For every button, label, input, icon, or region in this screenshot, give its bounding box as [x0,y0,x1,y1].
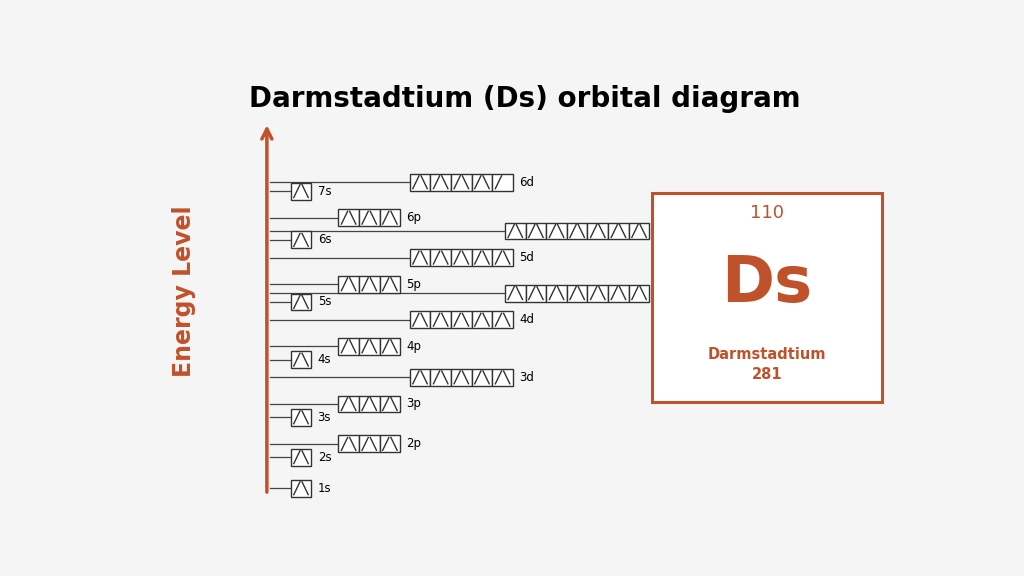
Bar [493,249,513,266]
Bar [380,276,400,293]
Bar [493,369,513,386]
Text: 110: 110 [750,204,783,222]
Bar [505,222,525,240]
Bar [567,285,588,301]
Bar [430,369,451,386]
Text: 5p: 5p [407,278,422,291]
Text: 2p: 2p [407,437,422,450]
Bar [629,222,649,240]
Text: 3d: 3d [519,371,535,384]
Text: 4f: 4f [655,287,668,300]
Text: Darmstadtium: Darmstadtium [708,347,826,362]
Bar [451,369,472,386]
Bar [546,222,567,240]
Bar [410,369,430,386]
Bar [472,311,493,328]
Bar [472,369,493,386]
Text: 4p: 4p [407,340,422,353]
Bar [567,222,588,240]
Bar [291,294,311,310]
Text: Energy Level: Energy Level [172,205,196,377]
Bar [291,480,311,497]
Text: 7s: 7s [317,184,332,198]
Bar [493,174,513,191]
Bar [338,209,359,226]
Bar [380,209,400,226]
Text: 6d: 6d [519,176,535,189]
Bar [451,249,472,266]
Bar [652,194,882,402]
Bar [451,311,472,328]
Bar [291,351,311,368]
Text: 6s: 6s [317,233,332,247]
Bar [380,435,400,452]
Text: 4s: 4s [317,353,332,366]
Text: 3p: 3p [407,397,422,411]
Text: 1s: 1s [317,482,332,495]
Text: 2s: 2s [317,450,332,464]
Bar [588,285,608,301]
Bar [588,222,608,240]
Bar [608,222,629,240]
Text: Ds: Ds [721,253,812,315]
Bar [380,338,400,355]
Bar [359,209,380,226]
Bar [291,183,311,199]
Text: 3s: 3s [317,411,331,424]
Text: 5s: 5s [317,295,331,309]
Text: 4d: 4d [519,313,535,326]
Bar [525,285,546,301]
Bar [359,276,380,293]
Bar [410,249,430,266]
Bar [430,249,451,266]
Bar [525,222,546,240]
Bar [430,311,451,328]
Text: 281: 281 [752,367,782,382]
Bar [430,174,451,191]
Text: 5f: 5f [655,225,668,237]
Bar [338,276,359,293]
Bar [505,285,525,301]
Bar [359,338,380,355]
Text: Darmstadtium (Ds) orbital diagram: Darmstadtium (Ds) orbital diagram [249,85,801,113]
Bar [472,249,493,266]
Bar [410,311,430,328]
Bar [359,435,380,452]
Bar [546,285,567,301]
Bar [380,396,400,412]
Bar [359,396,380,412]
Bar [291,409,311,426]
Bar [410,174,430,191]
Bar [629,285,649,301]
Bar [451,174,472,191]
Bar [291,449,311,465]
Text: 6p: 6p [407,211,422,224]
Bar [338,435,359,452]
Bar [608,285,629,301]
Bar [472,174,493,191]
Bar [338,338,359,355]
Text: 5d: 5d [519,251,535,264]
Bar [291,232,311,248]
Bar [493,311,513,328]
Bar [338,396,359,412]
